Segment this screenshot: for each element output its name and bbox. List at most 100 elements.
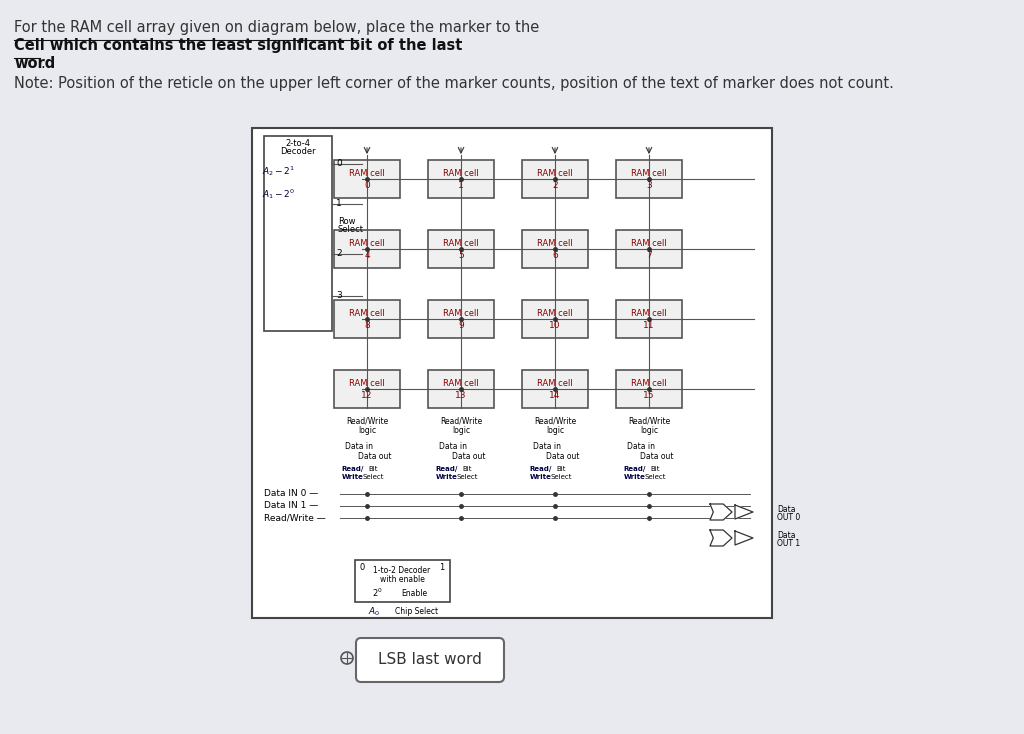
Text: RAM cell: RAM cell bbox=[349, 308, 385, 318]
Text: Data out: Data out bbox=[640, 452, 674, 461]
Bar bbox=[428, 160, 494, 198]
Text: 7: 7 bbox=[646, 250, 652, 260]
Text: LSB last word: LSB last word bbox=[378, 653, 482, 667]
Text: Select: Select bbox=[338, 225, 364, 234]
Text: Write: Write bbox=[530, 474, 552, 480]
Text: Note: Position of the reticle on the upper left corner of the marker counts, pos: Note: Position of the reticle on the upp… bbox=[14, 76, 894, 91]
Text: Select: Select bbox=[362, 474, 384, 480]
Text: Data out: Data out bbox=[453, 452, 485, 461]
Text: $A_2- 2^1$: $A_2- 2^1$ bbox=[262, 164, 295, 178]
Bar bbox=[616, 230, 682, 268]
Bar bbox=[334, 160, 400, 198]
Text: RAM cell: RAM cell bbox=[443, 239, 479, 247]
Bar bbox=[334, 370, 400, 408]
Text: RAM cell: RAM cell bbox=[538, 169, 572, 178]
Text: Bit: Bit bbox=[369, 466, 378, 472]
Text: 1: 1 bbox=[439, 563, 444, 572]
Text: 2-to-4: 2-to-4 bbox=[286, 139, 310, 148]
Text: 5: 5 bbox=[458, 250, 464, 260]
Text: Data out: Data out bbox=[358, 452, 392, 461]
Text: Read/Write: Read/Write bbox=[534, 416, 577, 425]
Text: 3: 3 bbox=[336, 291, 342, 300]
Text: Data: Data bbox=[777, 531, 796, 539]
Text: Row: Row bbox=[338, 217, 355, 225]
Text: 6: 6 bbox=[552, 250, 558, 260]
Polygon shape bbox=[735, 505, 753, 519]
Text: OUT 0: OUT 0 bbox=[777, 512, 800, 521]
Text: Read/: Read/ bbox=[342, 466, 365, 472]
Text: RAM cell: RAM cell bbox=[349, 169, 385, 178]
Text: logic: logic bbox=[546, 426, 564, 435]
Text: 4: 4 bbox=[365, 250, 370, 260]
Text: Chip Select: Chip Select bbox=[395, 608, 438, 617]
Text: Select: Select bbox=[644, 474, 666, 480]
Text: Read/Write —: Read/Write — bbox=[264, 514, 326, 523]
Text: $A_1- 2^0$: $A_1- 2^0$ bbox=[262, 187, 295, 201]
Text: 10: 10 bbox=[549, 321, 561, 330]
Text: RAM cell: RAM cell bbox=[538, 308, 572, 318]
Text: logic: logic bbox=[640, 426, 658, 435]
Text: RAM cell: RAM cell bbox=[631, 379, 667, 388]
Text: RAM cell: RAM cell bbox=[631, 308, 667, 318]
Text: Bit: Bit bbox=[650, 466, 659, 472]
Text: 0: 0 bbox=[336, 159, 342, 169]
Text: Read/Write: Read/Write bbox=[440, 416, 482, 425]
Text: RAM cell: RAM cell bbox=[631, 169, 667, 178]
Text: 11: 11 bbox=[643, 321, 654, 330]
Text: Data out: Data out bbox=[546, 452, 580, 461]
Bar bbox=[428, 300, 494, 338]
Text: $2^0$: $2^0$ bbox=[372, 586, 382, 599]
Text: 3: 3 bbox=[646, 181, 652, 189]
Polygon shape bbox=[735, 531, 753, 545]
Text: Read/: Read/ bbox=[624, 466, 646, 472]
Bar bbox=[616, 160, 682, 198]
Text: 0: 0 bbox=[365, 181, 370, 189]
Text: Data IN 1 —: Data IN 1 — bbox=[264, 501, 318, 511]
Text: 9: 9 bbox=[458, 321, 464, 330]
Bar bbox=[522, 300, 588, 338]
Text: .: . bbox=[40, 56, 45, 71]
Text: RAM cell: RAM cell bbox=[443, 308, 479, 318]
Text: RAM cell: RAM cell bbox=[349, 239, 385, 247]
Text: 2: 2 bbox=[552, 181, 558, 189]
Text: 1: 1 bbox=[458, 181, 464, 189]
Text: 13: 13 bbox=[456, 390, 467, 399]
Text: Write: Write bbox=[436, 474, 458, 480]
Text: Read/Write: Read/Write bbox=[628, 416, 670, 425]
Text: RAM cell: RAM cell bbox=[631, 239, 667, 247]
Text: 14: 14 bbox=[549, 390, 561, 399]
Bar bbox=[616, 370, 682, 408]
Bar bbox=[428, 230, 494, 268]
Text: RAM cell: RAM cell bbox=[538, 379, 572, 388]
Text: RAM cell: RAM cell bbox=[538, 239, 572, 247]
Text: 12: 12 bbox=[361, 390, 373, 399]
Text: For the RAM cell array given on diagram below, place the marker to the: For the RAM cell array given on diagram … bbox=[14, 20, 544, 35]
Text: Data in: Data in bbox=[439, 442, 467, 451]
Text: RAM cell: RAM cell bbox=[443, 169, 479, 178]
Text: 8: 8 bbox=[365, 321, 370, 330]
Text: 15: 15 bbox=[643, 390, 654, 399]
Text: 1-to-2 Decoder: 1-to-2 Decoder bbox=[374, 566, 431, 575]
Text: 1: 1 bbox=[336, 200, 342, 208]
Text: RAM cell: RAM cell bbox=[349, 379, 385, 388]
Bar bbox=[334, 300, 400, 338]
Text: 2: 2 bbox=[336, 250, 342, 258]
Text: with enable: with enable bbox=[380, 575, 424, 584]
Polygon shape bbox=[710, 504, 732, 520]
Bar bbox=[616, 300, 682, 338]
Text: Select: Select bbox=[457, 474, 478, 480]
Text: Bit: Bit bbox=[462, 466, 472, 472]
Text: Data IN 0 —: Data IN 0 — bbox=[264, 490, 318, 498]
Text: logic: logic bbox=[452, 426, 470, 435]
Text: Decoder: Decoder bbox=[281, 147, 315, 156]
Text: Write: Write bbox=[624, 474, 646, 480]
Text: Read/: Read/ bbox=[436, 466, 458, 472]
Text: Read/: Read/ bbox=[529, 466, 552, 472]
Text: Enable: Enable bbox=[401, 589, 427, 597]
Text: Bit: Bit bbox=[556, 466, 565, 472]
Text: 0: 0 bbox=[359, 563, 366, 572]
Text: logic: logic bbox=[358, 426, 376, 435]
Bar bbox=[264, 136, 332, 331]
Text: Data in: Data in bbox=[534, 442, 561, 451]
Text: OUT 1: OUT 1 bbox=[777, 539, 800, 548]
